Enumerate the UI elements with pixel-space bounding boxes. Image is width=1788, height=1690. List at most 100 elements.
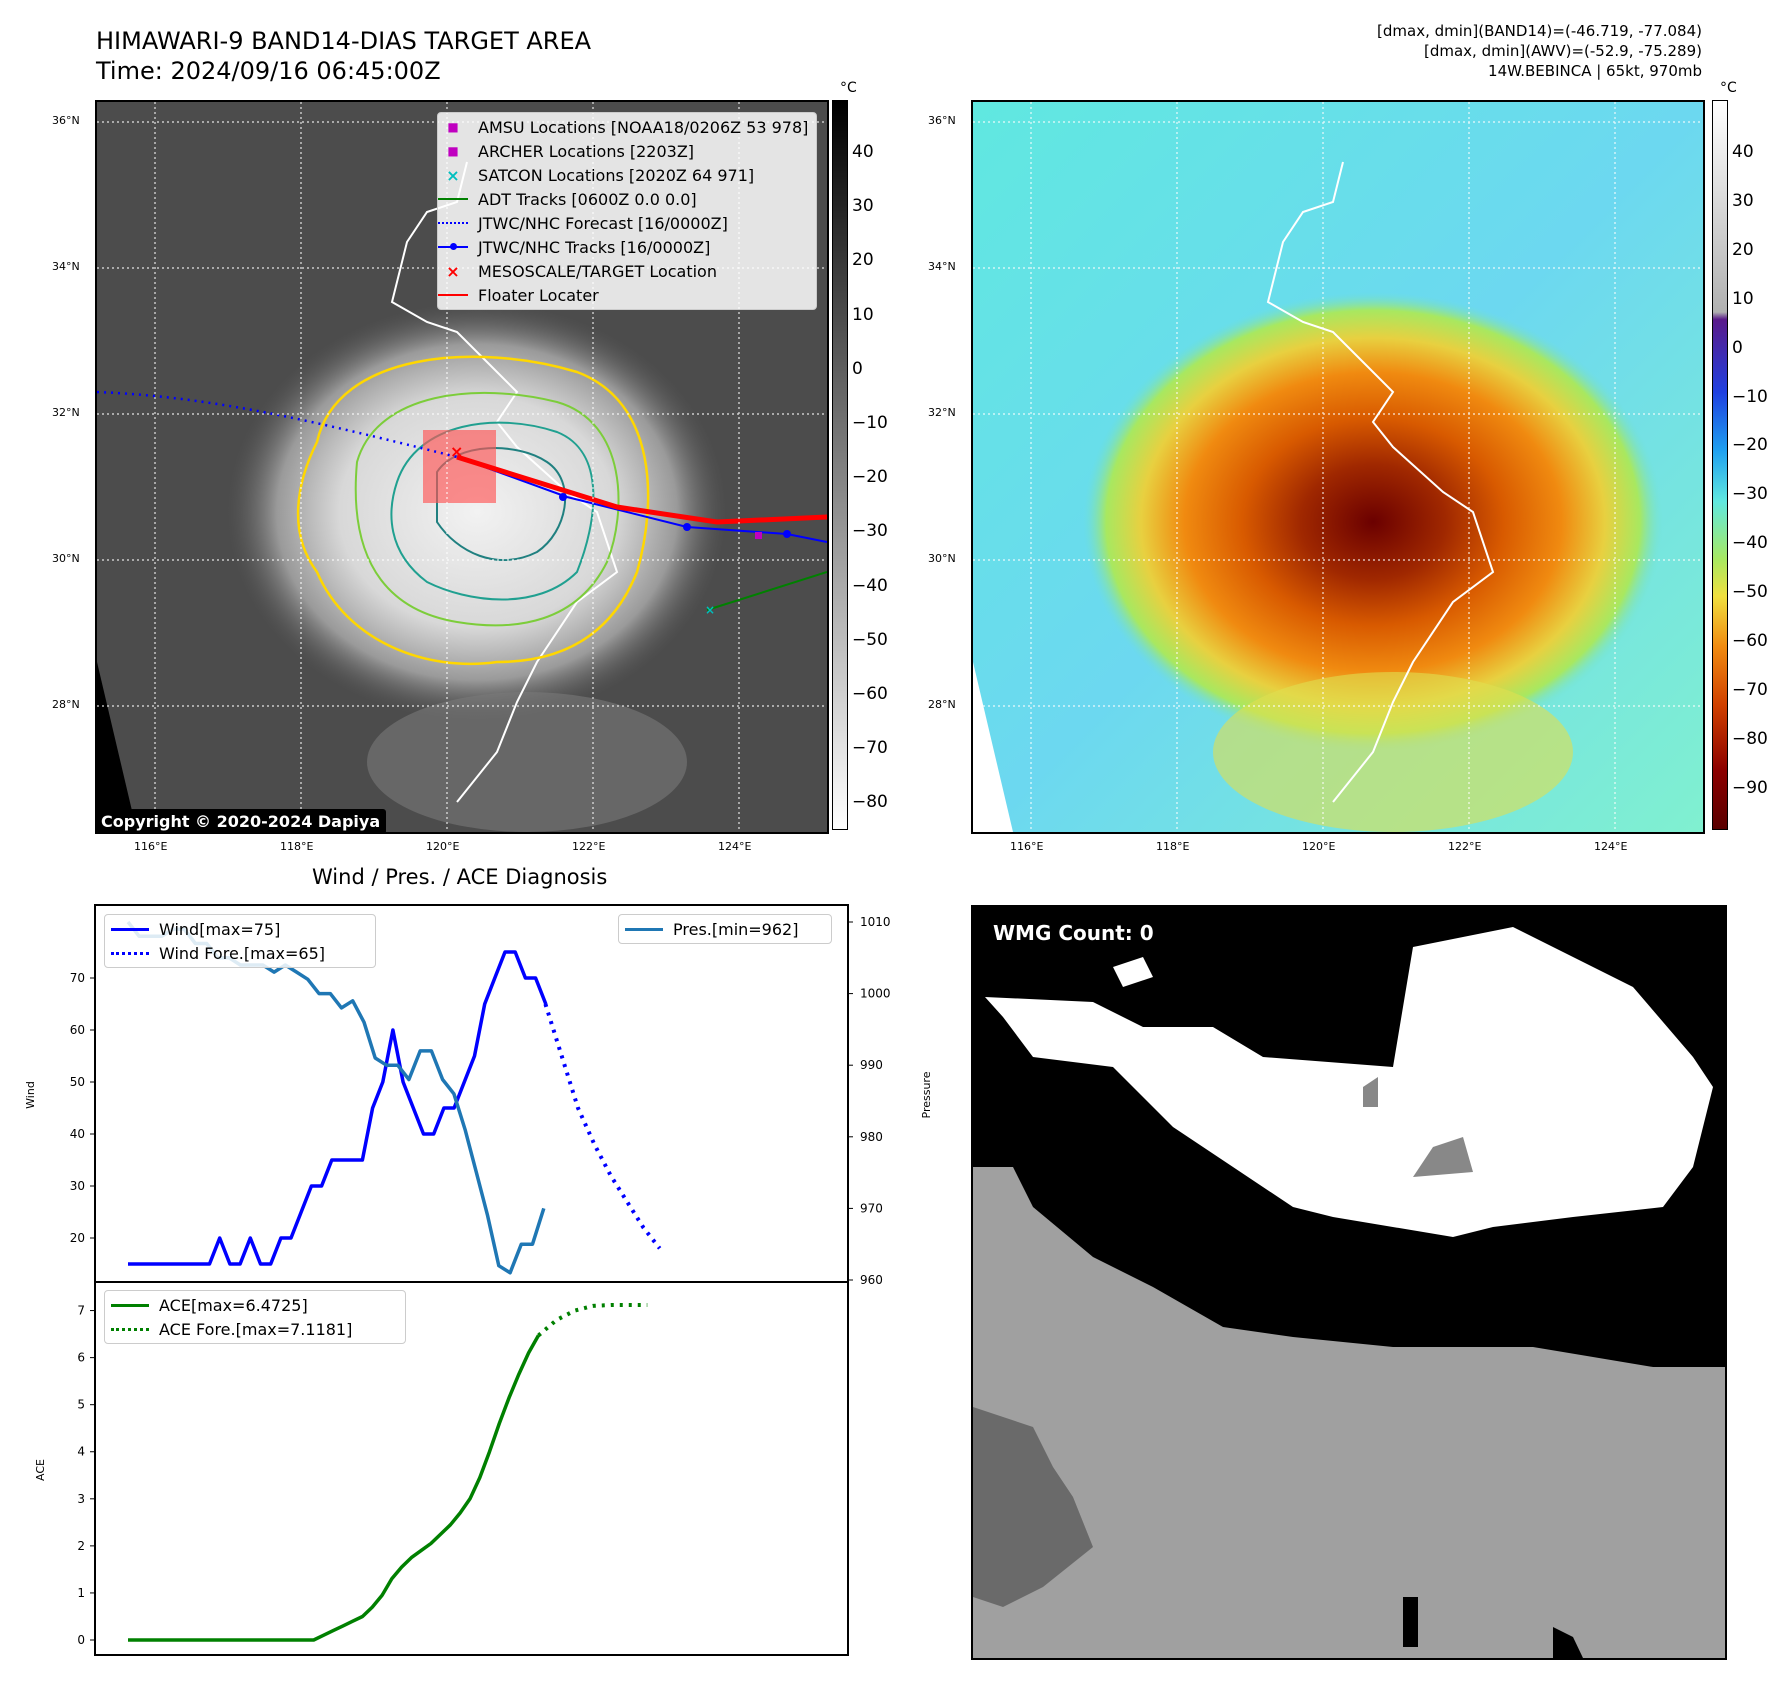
wind-tick-label: 30 (70, 1179, 85, 1193)
awv-colorbar (1712, 100, 1728, 830)
wmg-panel: WMG Count: 0 (971, 905, 1727, 1660)
lat-label: 34°N (928, 260, 956, 273)
colorbar-tick-label: −70 (1732, 679, 1768, 700)
lon-label: 116°E (1010, 840, 1044, 853)
wmg-count-badge: WMG Count: 0 (985, 917, 1162, 949)
svg-text:×: × (705, 603, 715, 617)
square-marker-icon: ■ (447, 144, 459, 158)
pressure-tick-label: 960 (860, 1273, 883, 1287)
dmax-awv: [dmax, dmin](AWV)=(-52.9, -75.289) (1423, 42, 1702, 60)
ace-axis-label: ACE (34, 1459, 47, 1481)
colorbar-tick-label: −60 (852, 684, 888, 704)
ace-legend: ACE[max=6.4725] ACE Fore.[max=7.1181] (104, 1290, 406, 1344)
pressure-line (126, 920, 546, 1275)
line-marker-icon (111, 1303, 149, 1307)
ace-tick-label: 1 (77, 1586, 85, 1600)
legend-item-forecast: JTWC/NHC Forecast [16/0000Z] (438, 211, 816, 235)
lat-label: 28°N (52, 698, 80, 711)
lon-label: 116°E (134, 840, 168, 853)
dotted-line-icon (111, 1327, 149, 1331)
lat-label: 34°N (52, 260, 80, 273)
contour-yellow (296, 355, 650, 666)
wind-axis-label: Wind (24, 1081, 37, 1109)
wmg-svg (973, 927, 1725, 1658)
lon-label: 118°E (280, 840, 314, 853)
line-marker-icon (438, 294, 468, 296)
colorbar-tick-label: −80 (852, 792, 888, 813)
colorbar-tick-label: 0 (852, 358, 863, 379)
colorbar-tick-label: 10 (852, 304, 874, 325)
storm-cloud-color (1083, 292, 1663, 752)
wind-tick-label: 40 (70, 1127, 85, 1141)
ace-tick-label: 2 (77, 1539, 85, 1553)
adt-track (706, 571, 827, 611)
ace-tick-label: 7 (77, 1304, 85, 1318)
storm-cloud (227, 302, 727, 722)
ace-tick-label: 6 (77, 1351, 85, 1365)
line-dot-icon (438, 243, 468, 250)
legend-item-ace-forecast: ACE Fore.[max=7.1181] (105, 1317, 405, 1341)
wind-tick-label: 60 (70, 1023, 85, 1037)
colorbar-tick-label: 30 (1732, 190, 1754, 211)
lat-label: 30°N (52, 552, 80, 565)
colorbar-tick-label: −40 (1732, 533, 1768, 554)
x-marker-icon: × (446, 165, 460, 185)
colorbar-tick-label: −60 (1732, 631, 1768, 651)
colorbar-unit: °C (840, 80, 857, 96)
wind-forecast-line (543, 1003, 662, 1250)
colorbar-tick-label: 40 (852, 142, 874, 162)
pressure-tick-label: 1010 (860, 915, 891, 929)
legend-item-wind-forecast: Wind Fore.[max=65] (105, 941, 375, 965)
lon-label: 124°E (1594, 840, 1628, 853)
contour-teal (390, 421, 595, 601)
lat-label: 30°N (928, 552, 956, 565)
chart-time: Time: 2024/09/16 06:45:00Z (96, 57, 441, 85)
pressure-axis-label: Pressure (920, 1071, 933, 1118)
legend-item-satcon: × SATCON Locations [2020Z 64 971] (438, 163, 816, 187)
legend-item-floater: Floater Locater (438, 283, 816, 307)
colorbar-tick-label: 10 (1732, 288, 1754, 309)
pressure-tick-label: 970 (860, 1201, 883, 1215)
ace-tick-label: 3 (77, 1492, 85, 1506)
colorbar-tick-label: −10 (852, 413, 888, 433)
legend-item-pressure: Pres.[min=962] (619, 917, 831, 941)
line-marker-icon (111, 927, 149, 931)
colorbar-tick-label: −30 (852, 521, 888, 542)
dotted-line-icon (438, 222, 468, 224)
wind-tick-label: 70 (70, 971, 85, 985)
pressure-tick-label: 980 (860, 1130, 883, 1144)
svg-text:×: × (450, 442, 463, 461)
colorbar-tick-label: −10 (1732, 386, 1768, 407)
colorbar-tick-label: 20 (852, 250, 874, 271)
pressure-legend: Pres.[min=962] (618, 914, 832, 944)
legend-item-tracks: JTWC/NHC Tracks [16/0000Z] (438, 235, 816, 259)
ace-line (128, 1334, 540, 1642)
colorbar-tick-label: 20 (1732, 239, 1754, 260)
chart-title: HIMAWARI-9 BAND14-DIAS TARGET AREA (96, 27, 592, 55)
floater-track (456, 454, 827, 525)
lon-label: 122°E (572, 840, 606, 853)
storm-info: 14W.BEBINCA | 65kt, 970mb (1488, 62, 1702, 80)
wind-tick-label: 50 (70, 1075, 85, 1089)
wind-legend: Wind[max=75] Wind Fore.[max=65] (104, 914, 376, 968)
colorbar-tick-label: −70 (852, 738, 888, 759)
awv-map-panel (971, 100, 1705, 834)
colorbar-tick-label: −30 (1732, 484, 1768, 505)
lat-label: 36°N (52, 114, 80, 127)
x-marker-icon: × (446, 261, 460, 281)
ace-forecast-line (537, 1303, 648, 1338)
legend-item-archer: ■ ARCHER Locations [2203Z] (438, 139, 816, 163)
square-marker-icon: ■ (447, 120, 459, 134)
ir-colorbar-ticks: 40 30 20 10 0 −10 −20 −30 −40 −50 −60 −70 −80 (852, 100, 912, 830)
lon-label: 122°E (1448, 840, 1482, 853)
colorbar-tick-label: 30 (852, 196, 874, 217)
wind-line (128, 950, 548, 1266)
colorbar-tick-label: −20 (852, 467, 888, 488)
colorbar-tick-label: −40 (852, 575, 888, 596)
colorbar-tick-label: −80 (1732, 728, 1768, 749)
lat-label: 32°N (928, 406, 956, 419)
colorbar-tick-label: 40 (1732, 142, 1754, 162)
ace-tick-label: 4 (77, 1445, 85, 1459)
pressure-tick-label: 1000 (860, 987, 891, 1001)
lon-label: 124°E (718, 840, 752, 853)
